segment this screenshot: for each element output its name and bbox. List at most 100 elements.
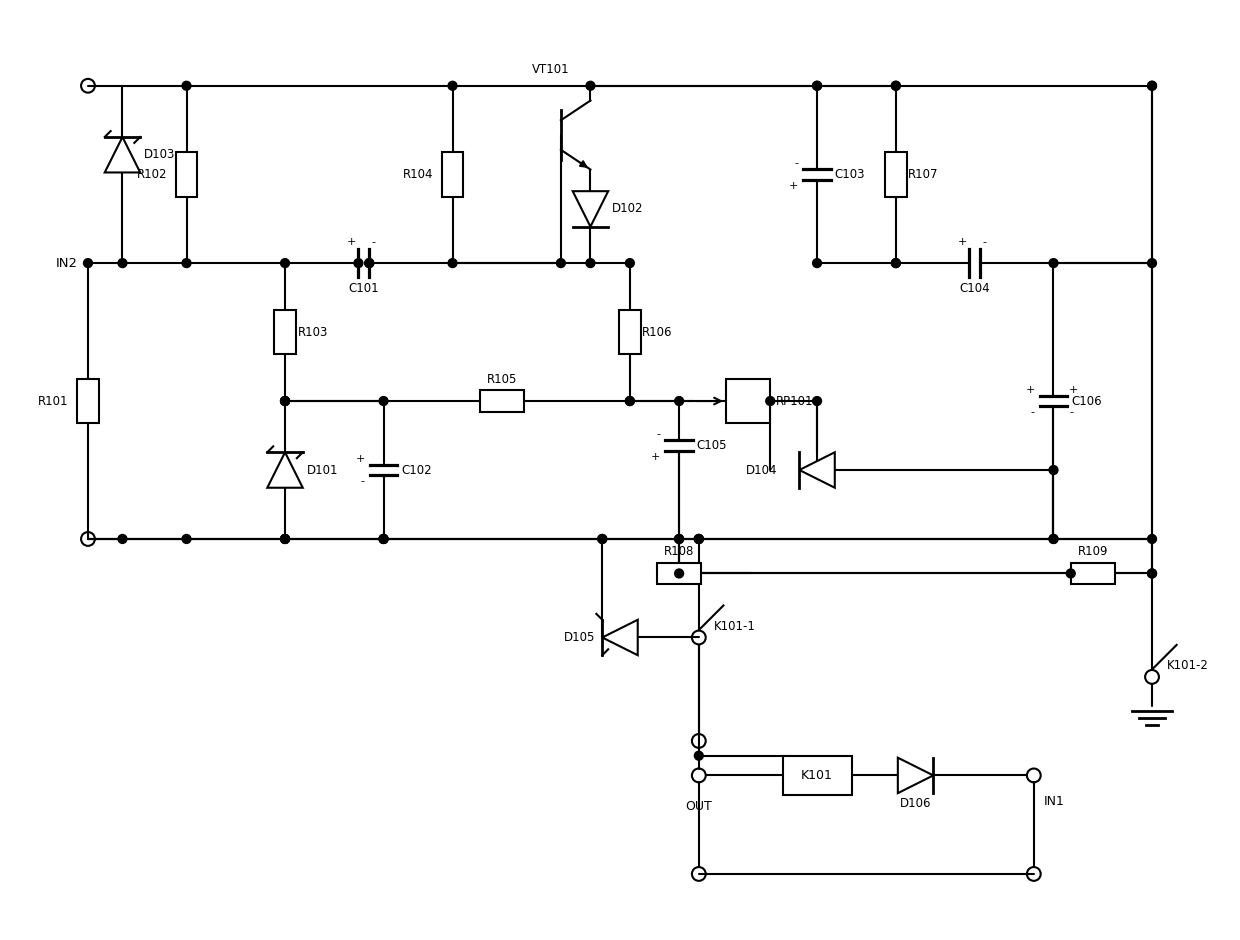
Text: C101: C101	[348, 282, 379, 295]
Text: IN1: IN1	[1044, 795, 1064, 808]
Circle shape	[280, 258, 289, 268]
Circle shape	[766, 397, 775, 405]
Circle shape	[182, 258, 191, 268]
Circle shape	[587, 82, 595, 90]
Text: R108: R108	[663, 545, 694, 558]
Text: RP101: RP101	[776, 395, 813, 408]
Circle shape	[598, 535, 606, 543]
Circle shape	[675, 535, 683, 543]
Bar	[1071, 563, 1115, 585]
Circle shape	[1147, 535, 1157, 543]
Text: D106: D106	[900, 797, 931, 810]
Circle shape	[379, 535, 388, 543]
Circle shape	[598, 535, 606, 543]
Circle shape	[365, 258, 373, 268]
Circle shape	[365, 258, 373, 268]
Circle shape	[448, 258, 458, 268]
Polygon shape	[898, 758, 934, 793]
Bar	[657, 563, 702, 585]
Text: VT101: VT101	[532, 63, 570, 76]
Circle shape	[625, 397, 635, 405]
Text: C104: C104	[960, 282, 990, 295]
Text: R107: R107	[908, 168, 939, 180]
Circle shape	[448, 82, 458, 90]
Bar	[782, 756, 852, 795]
Circle shape	[280, 535, 289, 543]
Circle shape	[892, 258, 900, 268]
Text: K101-2: K101-2	[1167, 659, 1209, 672]
Text: +: +	[1069, 385, 1079, 395]
Bar	[885, 152, 906, 196]
Circle shape	[379, 535, 388, 543]
Text: D105: D105	[564, 631, 595, 644]
Text: K101-1: K101-1	[713, 619, 755, 633]
Circle shape	[675, 569, 683, 578]
Circle shape	[694, 751, 703, 760]
Text: +: +	[347, 237, 356, 247]
Text: +: +	[1025, 384, 1034, 395]
Text: R109: R109	[1078, 545, 1109, 558]
Text: R104: R104	[403, 168, 433, 180]
Circle shape	[118, 535, 126, 543]
Circle shape	[557, 258, 565, 268]
Circle shape	[1066, 569, 1075, 578]
Text: -: -	[361, 477, 365, 486]
Polygon shape	[104, 137, 140, 172]
Text: -: -	[1030, 407, 1034, 417]
Text: D103: D103	[144, 149, 176, 162]
Circle shape	[1049, 465, 1058, 475]
Circle shape	[280, 397, 289, 405]
Text: R102: R102	[136, 168, 167, 180]
Circle shape	[892, 258, 900, 268]
Circle shape	[182, 82, 191, 90]
Text: -: -	[1069, 407, 1074, 417]
Text: C106: C106	[1071, 395, 1102, 408]
Text: C102: C102	[402, 463, 432, 477]
Circle shape	[280, 397, 289, 405]
Circle shape	[892, 82, 900, 90]
Bar	[77, 379, 99, 423]
Bar	[441, 152, 464, 196]
Circle shape	[675, 397, 683, 405]
Bar	[619, 310, 641, 354]
Circle shape	[812, 397, 821, 405]
Text: R106: R106	[642, 325, 672, 338]
Text: K101: K101	[801, 769, 833, 782]
Text: +: +	[356, 454, 365, 463]
Circle shape	[379, 397, 388, 405]
Text: R103: R103	[298, 325, 327, 338]
Polygon shape	[573, 191, 608, 227]
Text: -: -	[371, 237, 376, 247]
Polygon shape	[800, 452, 835, 488]
Circle shape	[379, 535, 388, 543]
Circle shape	[892, 82, 900, 90]
Polygon shape	[603, 619, 637, 655]
Text: D101: D101	[306, 463, 339, 477]
Circle shape	[675, 535, 683, 543]
Circle shape	[118, 258, 126, 268]
Circle shape	[280, 535, 289, 543]
Circle shape	[694, 535, 703, 543]
Text: -: -	[795, 158, 799, 168]
Circle shape	[1147, 82, 1157, 90]
Text: -: -	[982, 237, 986, 247]
Circle shape	[1049, 535, 1058, 543]
Text: +: +	[789, 180, 799, 191]
Circle shape	[587, 258, 595, 268]
Circle shape	[812, 258, 821, 268]
Circle shape	[83, 258, 93, 268]
Circle shape	[182, 535, 191, 543]
Circle shape	[625, 397, 635, 405]
Circle shape	[694, 535, 703, 543]
Text: C103: C103	[835, 168, 866, 180]
Polygon shape	[268, 452, 303, 488]
Circle shape	[1049, 535, 1058, 543]
Text: +: +	[651, 452, 661, 462]
Bar	[480, 390, 525, 412]
Text: +: +	[959, 237, 967, 247]
Circle shape	[812, 82, 821, 90]
Circle shape	[280, 397, 289, 405]
Text: C105: C105	[697, 439, 728, 452]
Text: OUT: OUT	[686, 800, 712, 813]
Circle shape	[1147, 258, 1157, 268]
